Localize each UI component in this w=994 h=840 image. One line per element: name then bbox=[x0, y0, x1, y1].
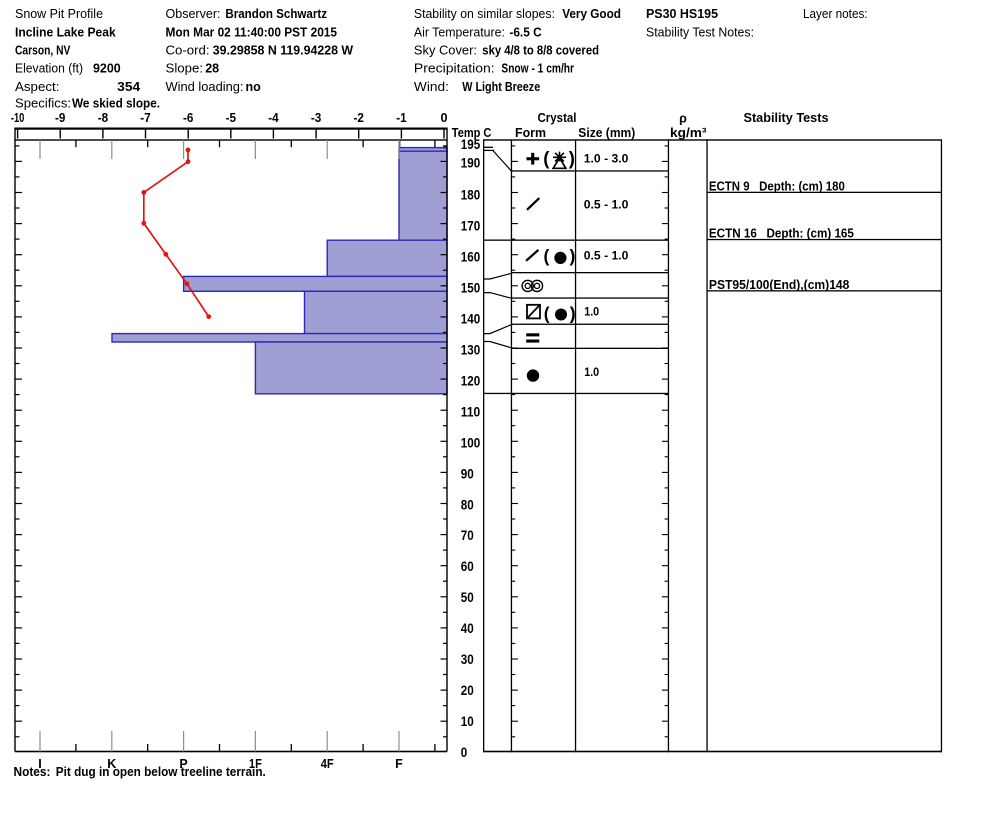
svg-text:Size (mm): Size (mm) bbox=[578, 126, 635, 140]
svg-text:Carson, NV: Carson, NV bbox=[15, 44, 71, 58]
svg-text:-3: -3 bbox=[311, 110, 321, 125]
svg-text:ρ: ρ bbox=[679, 111, 687, 125]
svg-text:190: 190 bbox=[461, 156, 480, 171]
svg-text:): ) bbox=[569, 148, 575, 169]
svg-text:180: 180 bbox=[461, 187, 480, 202]
svg-text:4F: 4F bbox=[321, 757, 334, 771]
svg-text:1.0: 1.0 bbox=[584, 305, 599, 319]
svg-text:-6: -6 bbox=[183, 110, 193, 125]
svg-text:0: 0 bbox=[461, 745, 468, 760]
svg-text:no: no bbox=[246, 80, 262, 94]
svg-text:90: 90 bbox=[461, 466, 474, 481]
svg-text:We skied slope.: We skied slope. bbox=[72, 96, 160, 110]
svg-text:150: 150 bbox=[461, 280, 480, 295]
svg-text:): ) bbox=[570, 304, 576, 324]
svg-text:160: 160 bbox=[461, 249, 480, 264]
svg-text:40: 40 bbox=[461, 621, 474, 636]
svg-text:110: 110 bbox=[461, 404, 480, 419]
svg-text:50: 50 bbox=[461, 590, 474, 605]
svg-text:-2: -2 bbox=[354, 110, 364, 125]
svg-text:Observer:: Observer: bbox=[166, 7, 221, 21]
svg-text:140: 140 bbox=[461, 311, 480, 326]
svg-text:-10: -10 bbox=[11, 110, 25, 125]
svg-text:Temp C: Temp C bbox=[452, 126, 492, 140]
svg-text:Very Good: Very Good bbox=[562, 7, 621, 21]
svg-text:Stability Tests: Stability Tests bbox=[744, 111, 829, 125]
svg-text:Aspect:: Aspect: bbox=[15, 80, 59, 94]
svg-text:-1: -1 bbox=[396, 110, 406, 125]
svg-text:(: ( bbox=[544, 304, 550, 324]
svg-text:10: 10 bbox=[461, 714, 474, 729]
svg-text:I: I bbox=[38, 757, 41, 771]
svg-text:130: 130 bbox=[461, 342, 480, 357]
svg-text:1.0: 1.0 bbox=[584, 365, 599, 379]
svg-text:kg/m³: kg/m³ bbox=[670, 126, 707, 140]
svg-text:Specifics:: Specifics: bbox=[15, 96, 71, 110]
svg-text:PST95/100(End),(cm)148: PST95/100(End),(cm)148 bbox=[709, 278, 850, 292]
svg-text:-6.5 C: -6.5 C bbox=[509, 25, 541, 39]
svg-text:ECTN 9 Depth: (cm) 180: ECTN 9 Depth: (cm) 180 bbox=[709, 180, 845, 194]
svg-text:9200: 9200 bbox=[93, 61, 121, 75]
svg-text:Mon Mar 02 11:40:00 PST 2015: Mon Mar 02 11:40:00 PST 2015 bbox=[166, 25, 338, 39]
svg-text:-7: -7 bbox=[140, 110, 150, 125]
svg-text:-4: -4 bbox=[268, 110, 279, 125]
svg-text:F: F bbox=[395, 757, 403, 771]
svg-text:P: P bbox=[179, 757, 187, 771]
svg-text:70: 70 bbox=[461, 528, 474, 543]
svg-text:Brandon Schwartz: Brandon Schwartz bbox=[225, 7, 327, 21]
svg-text:PS30 HS195: PS30 HS195 bbox=[646, 7, 718, 21]
svg-text:Wind loading:: Wind loading: bbox=[166, 80, 244, 94]
svg-text:(: ( bbox=[543, 148, 550, 169]
svg-text:ECTN 16 Depth: (cm) 165: ECTN 16 Depth: (cm) 165 bbox=[709, 227, 854, 241]
svg-text:120: 120 bbox=[461, 373, 480, 388]
svg-text:30: 30 bbox=[461, 652, 474, 667]
svg-text:28: 28 bbox=[205, 61, 219, 75]
svg-text:K: K bbox=[107, 757, 116, 771]
svg-text:20: 20 bbox=[461, 683, 474, 698]
svg-text:354: 354 bbox=[117, 80, 140, 94]
svg-text:Crystal: Crystal bbox=[538, 111, 577, 125]
svg-text:-5: -5 bbox=[226, 110, 236, 125]
svg-text:0.5 - 1.0: 0.5 - 1.0 bbox=[584, 248, 629, 262]
svg-text:Slope:: Slope: bbox=[166, 61, 204, 75]
svg-text:39.29858 N 119.94228 W: 39.29858 N 119.94228 W bbox=[213, 44, 353, 58]
svg-text:0.5 - 1.0: 0.5 - 1.0 bbox=[584, 198, 629, 212]
svg-text:Pit dug in open below treeline: Pit dug in open below treeline terrain. bbox=[56, 764, 266, 779]
svg-text:100: 100 bbox=[461, 435, 480, 450]
svg-text:60: 60 bbox=[461, 559, 474, 574]
svg-text:Co-ord:: Co-ord: bbox=[166, 44, 210, 58]
svg-text:Stability Test Notes:: Stability Test Notes: bbox=[646, 25, 754, 39]
svg-text:): ) bbox=[570, 246, 576, 266]
svg-text:sky 4/8 to 8/8 covered: sky 4/8 to 8/8 covered bbox=[482, 44, 599, 58]
svg-text:Incline Lake Peak: Incline Lake Peak bbox=[15, 25, 116, 39]
svg-text:Form: Form bbox=[515, 126, 546, 140]
svg-text:W Light Breeze: W Light Breeze bbox=[462, 80, 540, 94]
svg-text:Wind:: Wind: bbox=[414, 80, 449, 94]
svg-text:Sky Cover:: Sky Cover: bbox=[414, 44, 477, 58]
svg-text:1F: 1F bbox=[249, 757, 262, 771]
svg-text:(: ( bbox=[544, 246, 550, 266]
svg-text:-8: -8 bbox=[98, 110, 108, 125]
svg-text:1.0 - 3.0: 1.0 - 3.0 bbox=[584, 152, 629, 166]
svg-text:-9: -9 bbox=[55, 110, 65, 125]
svg-text:Precipitation:: Precipitation: bbox=[414, 61, 495, 75]
svg-text:Snow Pit Profile: Snow Pit Profile bbox=[15, 7, 103, 21]
svg-text:170: 170 bbox=[461, 218, 480, 233]
svg-text:80: 80 bbox=[461, 497, 474, 512]
svg-text:Stability on similar slopes:: Stability on similar slopes: bbox=[414, 7, 555, 21]
svg-text:195: 195 bbox=[461, 137, 481, 152]
svg-text:0: 0 bbox=[441, 110, 448, 125]
svg-text:Elevation (ft): Elevation (ft) bbox=[15, 61, 83, 75]
svg-text:Air Temperature:: Air Temperature: bbox=[414, 25, 505, 39]
svg-text:Snow - 1 cm/hr: Snow - 1 cm/hr bbox=[501, 61, 574, 75]
svg-text:Notes:: Notes: bbox=[14, 764, 51, 779]
svg-text:Layer notes:: Layer notes: bbox=[803, 7, 868, 21]
